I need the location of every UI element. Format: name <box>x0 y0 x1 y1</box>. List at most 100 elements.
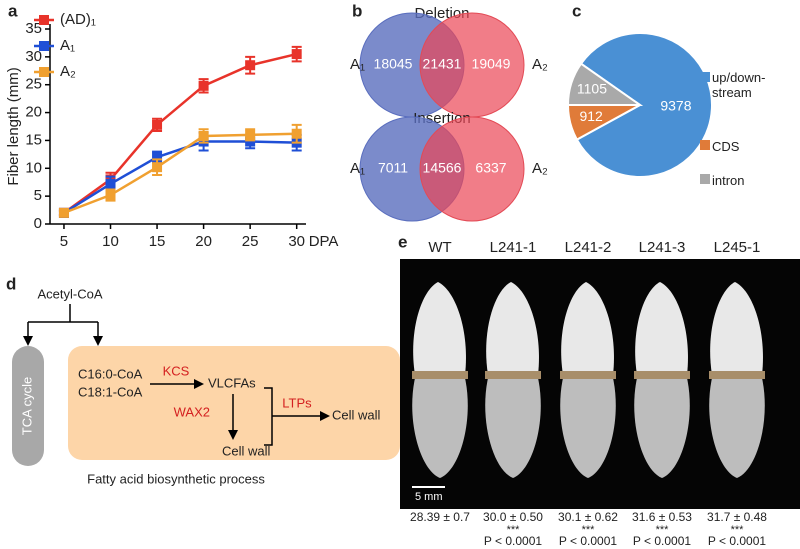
point <box>245 129 256 140</box>
sample-label: L241-1 <box>490 239 537 256</box>
point <box>198 80 209 91</box>
significance: *** <box>582 524 596 536</box>
panel-letter: b <box>352 1 362 20</box>
point <box>58 207 69 218</box>
pie-slice <box>575 32 713 178</box>
tca-box <box>12 346 44 466</box>
legend-label: up/down-stream <box>712 70 766 100</box>
node: Cell wall <box>222 443 271 458</box>
series-line <box>63 52 297 214</box>
panel-letter: a <box>8 1 18 20</box>
sample-label: L241-3 <box>639 239 686 256</box>
point <box>152 162 163 173</box>
node: TCA cycle <box>19 377 34 436</box>
scale-label: 5 mm <box>415 491 443 503</box>
legend-marker <box>39 41 49 51</box>
slice-label: 9378 <box>660 98 691 114</box>
set-label: A₂ <box>532 160 548 177</box>
region-value: 18045 <box>374 56 413 72</box>
point <box>152 152 163 163</box>
fiber-tuft <box>709 378 765 478</box>
p-value: P < 0.0001 <box>633 534 691 548</box>
node: C16:0-CoA <box>78 366 143 381</box>
fiber-tuft <box>635 282 688 375</box>
fiber-tuft <box>485 378 541 478</box>
point <box>291 49 302 60</box>
y-tick-label: 15 <box>25 131 42 148</box>
x-tick-label: 30 <box>288 233 305 250</box>
y-tick-label: 10 <box>25 159 42 176</box>
panel-letter: c <box>572 1 581 20</box>
point <box>152 119 163 130</box>
fiber-tuft <box>634 378 690 478</box>
measurement: 31.6 ± 0.53 <box>632 510 692 524</box>
measurement: 28.39 ± 0.7 <box>410 510 470 524</box>
legend-label: intron <box>712 173 745 188</box>
legend-marker <box>39 67 49 77</box>
point <box>245 60 256 71</box>
caption: Fatty acid biosynthetic process <box>87 471 265 486</box>
fiber-tuft <box>710 282 763 375</box>
measurement: 30.1 ± 0.62 <box>558 510 618 524</box>
significance: *** <box>731 524 745 536</box>
point <box>198 130 209 141</box>
panel-letter: e <box>398 232 407 251</box>
p-value: P < 0.0001 <box>559 534 617 548</box>
legend-label: CDS <box>712 139 740 154</box>
measurement: 30.0 ± 0.50 <box>483 510 543 524</box>
x-tick-label: 25 <box>242 233 259 250</box>
fiber-tuft <box>561 282 614 375</box>
y-tick-label: 30 <box>25 48 42 65</box>
y-tick-label: 35 <box>25 20 42 37</box>
fiber-tuft <box>486 282 539 375</box>
set-label: A₂ <box>532 56 548 73</box>
legend-swatch <box>700 72 710 82</box>
panel-letter: d <box>6 274 16 293</box>
x-tick-label: 15 <box>149 233 166 250</box>
node: VLCFAs <box>208 375 256 390</box>
node: C18:1-CoA <box>78 384 143 399</box>
series-line <box>63 140 297 214</box>
enzyme: WAX2 <box>174 404 210 419</box>
pathway-diagram: Acetyl-CoA TCA cycle C16:0-CoA C18:1-CoA… <box>12 286 400 486</box>
measurement: 31.7 ± 0.48 <box>707 510 767 524</box>
legend-marker <box>39 15 49 25</box>
seed-band <box>485 371 541 379</box>
pie-slice <box>566 62 644 107</box>
seed-band <box>560 371 616 379</box>
x-tick-label: 5 <box>60 233 68 250</box>
region-value: 19049 <box>472 56 511 72</box>
y-axis-label: Fiber length (mm) <box>5 67 22 185</box>
legend-label: A₂ <box>60 63 76 80</box>
y-tick-label: 5 <box>34 187 42 204</box>
region-value: 21431 <box>423 56 462 72</box>
point <box>105 190 116 201</box>
node: Cell wall <box>332 407 381 422</box>
region-value: 7011 <box>378 160 408 176</box>
sample-label: WT <box>428 239 451 256</box>
enzyme: LTPs <box>282 395 312 410</box>
set-label: A₁ <box>350 56 365 73</box>
legend-label: (AD)₁ <box>60 11 96 28</box>
fiber-tuft <box>412 378 468 478</box>
sample-label: L245-1 <box>714 239 761 256</box>
fiber-tuft <box>560 378 616 478</box>
series-line <box>63 132 297 215</box>
significance: *** <box>656 524 670 536</box>
legend-label: A₁ <box>60 37 75 54</box>
x-tick-label: 10 <box>102 233 119 250</box>
set-label: A₁ <box>350 160 365 177</box>
venn-set <box>419 116 525 222</box>
seed-band <box>709 371 765 379</box>
y-tick-label: 20 <box>25 104 42 121</box>
sample-label: L241-2 <box>565 239 612 256</box>
fiber-tuft <box>413 282 466 375</box>
p-value: P < 0.0001 <box>484 534 542 548</box>
slice-label: 1105 <box>577 81 607 97</box>
y-tick-label: 0 <box>34 215 42 232</box>
region-value: 6337 <box>475 160 506 176</box>
point <box>105 178 116 189</box>
process-box <box>68 346 400 460</box>
